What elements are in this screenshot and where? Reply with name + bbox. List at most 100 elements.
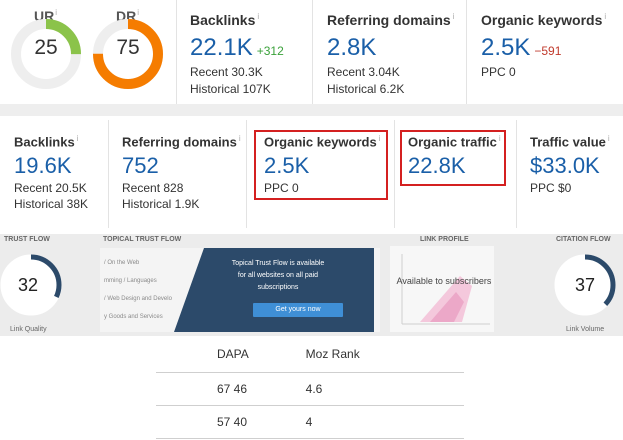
topical-category: / On the Web [104, 260, 140, 266]
topical-trust-flow-label: TOPICAL TRUST FLOW [103, 236, 182, 243]
topical-paywall-overlay [204, 248, 374, 332]
metric-title: Organic keywords i [481, 12, 607, 28]
divider [176, 0, 177, 104]
table-row: 67 46 4.6 [156, 372, 464, 406]
column-header-pa: PA [233, 336, 306, 373]
table-cell: 67 [156, 372, 234, 406]
organic-keywords-metric: Organic keywords i 2.5K −591 PPC 0 [481, 12, 606, 79]
citation-flow-value: 37 [574, 275, 596, 295]
table-cell: 4.6 [305, 372, 464, 406]
ur-value: 25 [34, 36, 58, 59]
table-header-row: DA PA Moz Rank [156, 336, 464, 373]
trust-flow-gauge [0, 254, 62, 316]
divider [108, 120, 109, 228]
trust-flow-gauge-arc [0, 254, 62, 316]
ur-gauge [11, 19, 81, 89]
info-icon[interactable]: i [137, 8, 140, 18]
info-icon[interactable]: i [257, 12, 260, 22]
backlinks-recent: Recent 30.3K [190, 65, 263, 79]
ahrefs-overview-second: Backlinks i 19.6K Recent 20.5K Historical… [0, 116, 623, 232]
table-row: 57 40 4 [156, 405, 464, 439]
info-icon[interactable]: i [604, 12, 607, 22]
link-profile-scatter-placeholder [401, 254, 490, 325]
link-profile-label: LINK PROFILE [420, 236, 469, 243]
metric-title: Referring domains i [327, 12, 455, 28]
trust-flow-gauge-face [1, 255, 61, 315]
table-cell: 57 [156, 405, 234, 439]
metric-title: Backlinks i [14, 134, 79, 150]
topical-category: / Web Design and Develo [104, 296, 172, 302]
dr-gauge-arc [93, 19, 163, 89]
info-icon[interactable]: i [498, 134, 501, 143]
backlinks-historical: Historical 107K [190, 82, 271, 96]
metric-value: 22.1K +312 [190, 34, 284, 62]
ur-gauge-arc [11, 19, 81, 89]
topical-category: y Goods and Services [104, 314, 163, 320]
link-profile-message: Available to subscribers [396, 276, 492, 286]
organic-keywords-value[interactable]: 2.5K [481, 34, 531, 61]
trust-flow-value: 32 [17, 275, 39, 295]
organic-keywords-ppc-2: PPC 0 [264, 181, 299, 196]
metric-title: Organic keywords i [264, 134, 381, 150]
ahrefs-overview-top: URi 25 DRi 75 Backlinks i 22.1K +312 Recen… [0, 0, 623, 108]
info-icon[interactable]: i [55, 8, 58, 18]
highlight-box-organic-traffic [400, 130, 506, 186]
info-icon[interactable]: i [378, 134, 381, 143]
info-icon[interactable]: i [76, 134, 79, 143]
get-yours-now-button[interactable]: Get yours now [253, 303, 343, 317]
divider [246, 120, 247, 228]
backlinks-historical-2: Historical 38K [14, 197, 89, 212]
backlinks-metric-2: Backlinks i 19.6K Recent 20.5K Historical… [14, 134, 88, 211]
dr-gauge [93, 19, 163, 89]
citation-flow-gauge-arc [554, 254, 616, 316]
link-profile-chart [390, 246, 494, 332]
traffic-value-metric: Traffic value i $33.0K PPC $0 [530, 134, 610, 195]
referring-domains-metric-2: Referring domains i 752 Recent 828 Histor… [122, 134, 241, 211]
referring-domains-metric: Referring domains i 2.8K Recent 3.04K His… [327, 12, 454, 96]
table-cell: 46 [233, 372, 306, 406]
trust-flow-label: TRUST FLOW [4, 236, 50, 243]
organic-traffic-metric: Organic traffic i 22.8K [408, 134, 501, 179]
traffic-value-ppc: PPC $0 [530, 181, 572, 196]
citation-flow-label: CITATION FLOW [556, 236, 611, 243]
referring-domains-recent-2: Recent 828 [122, 181, 184, 196]
backlinks-metric: Backlinks i 22.1K +312 Recent 30.3K Histor… [190, 12, 284, 96]
metric-title: Backlinks i [190, 12, 260, 28]
metric-title: Traffic value i [530, 134, 610, 150]
referring-domains-historical-2: Historical 1.9K [122, 197, 200, 212]
table-cell: 40 [233, 405, 306, 439]
backlinks-recent-2: Recent 20.5K [14, 181, 87, 196]
dr-value: 75 [116, 36, 140, 59]
traffic-value-value[interactable]: $33.0K [530, 153, 600, 179]
citation-flow-gauge [554, 254, 616, 316]
table-cell: 4 [305, 405, 464, 439]
topical-category: mming / Languages [104, 278, 157, 284]
backlinks-value-2[interactable]: 19.6K [14, 153, 72, 179]
divider [466, 0, 467, 104]
moz-metrics-table: DA PA Moz Rank 67 46 4.6 57 40 4 [156, 336, 464, 439]
citation-flow-caption: Link Volume [566, 326, 605, 333]
trust-flow-caption: Link Quality [10, 326, 47, 333]
column-header-moz-rank: Moz Rank [305, 336, 464, 373]
organic-keywords-value-2[interactable]: 2.5K [264, 153, 310, 179]
referring-domains-value-2[interactable]: 752 [122, 153, 159, 179]
divider [312, 0, 313, 104]
referring-domains-recent: Recent 3.04K [327, 65, 400, 79]
organic-keywords-metric-2: Organic keywords i 2.5K PPC 0 [264, 134, 381, 195]
overlay-slant [174, 248, 204, 332]
metric-title: Organic traffic i [408, 134, 501, 150]
referring-domains-value[interactable]: 2.8K [327, 34, 377, 61]
referring-domains-historical: Historical 6.2K [327, 82, 405, 96]
citation-flow-gauge-face [555, 255, 615, 315]
organic-traffic-value[interactable]: 22.8K [408, 153, 466, 179]
organic-keywords-delta: −591 [534, 44, 562, 58]
highlight-box-organic-keywords [254, 130, 388, 200]
section-separator [0, 104, 623, 116]
info-icon[interactable]: i [452, 12, 455, 22]
info-icon[interactable]: i [607, 134, 610, 143]
info-icon[interactable]: i [238, 134, 241, 143]
backlinks-delta: +312 [256, 44, 284, 58]
column-header-da: DA [156, 336, 234, 373]
divider [516, 120, 517, 228]
backlinks-value[interactable]: 22.1K [190, 34, 253, 61]
